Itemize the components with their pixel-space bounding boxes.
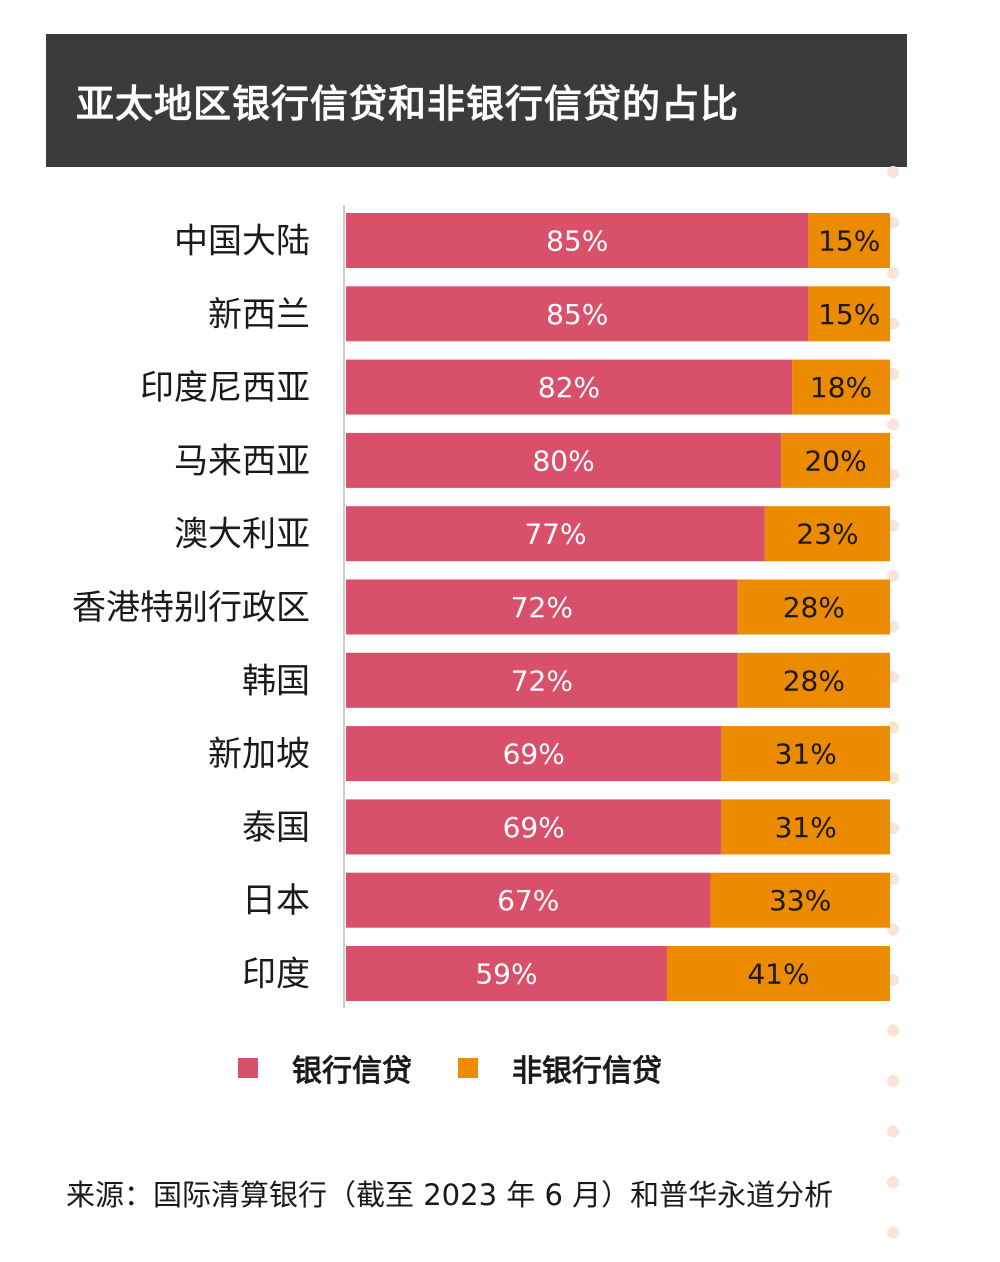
data-label-nonbank: 28% bbox=[783, 664, 845, 697]
decor-dot bbox=[887, 418, 899, 431]
bar-bank bbox=[346, 726, 722, 782]
bar-nonbank bbox=[781, 432, 890, 488]
data-label-bank: 80% bbox=[532, 444, 594, 477]
category-label: 日本 bbox=[242, 881, 310, 921]
bar-nonbank bbox=[792, 359, 890, 415]
data-label-nonbank: 23% bbox=[796, 518, 858, 551]
bar-bank bbox=[346, 506, 765, 562]
decor-dot bbox=[887, 1176, 899, 1188]
bar-bank bbox=[346, 579, 738, 635]
bar-nonbank bbox=[721, 726, 890, 782]
bar-nonbank bbox=[721, 799, 890, 855]
category-label: 中国大陆 bbox=[174, 222, 310, 262]
category-label: 印度 bbox=[242, 955, 310, 995]
category-label: 韩国 bbox=[242, 661, 310, 701]
bar-nonbank bbox=[808, 286, 890, 342]
legend-item-nonbank: 非银行信贷 bbox=[458, 1046, 662, 1090]
bar-bank bbox=[346, 286, 809, 342]
category-label: 澳大利亚 bbox=[174, 515, 310, 555]
bar-nonbank bbox=[737, 579, 890, 635]
data-label-bank: 72% bbox=[511, 664, 573, 697]
bar-bank bbox=[346, 799, 722, 855]
category-label: 新西兰 bbox=[208, 295, 310, 335]
legend-label-bank: 银行信贷 bbox=[292, 1054, 412, 1089]
decor-dot bbox=[887, 166, 899, 178]
data-label-bank: 85% bbox=[546, 298, 608, 331]
bar-bank bbox=[346, 432, 782, 488]
data-label-bank: 77% bbox=[524, 518, 586, 551]
chart-title: 亚太地区银行信贷和非银行信贷的占比 bbox=[76, 82, 740, 126]
data-label-bank: 72% bbox=[511, 591, 573, 624]
bar-nonbank bbox=[710, 872, 890, 928]
legend: 银行信贷 非银行信贷 bbox=[238, 1046, 708, 1090]
data-label-bank: 69% bbox=[503, 811, 565, 844]
decor-dot bbox=[887, 1075, 899, 1087]
data-label-bank: 59% bbox=[475, 958, 537, 991]
data-label-nonbank: 31% bbox=[775, 738, 837, 771]
bar-nonbank bbox=[666, 946, 890, 1001]
category-label: 香港特别行政区 bbox=[72, 588, 310, 628]
data-label-bank: 67% bbox=[497, 884, 559, 917]
data-label-bank: 82% bbox=[538, 371, 600, 404]
data-label-nonbank: 18% bbox=[810, 371, 872, 404]
bar-nonbank bbox=[737, 652, 890, 708]
bar-bank bbox=[346, 872, 711, 928]
category-label: 泰国 bbox=[242, 808, 310, 848]
data-label-nonbank: 28% bbox=[783, 591, 845, 624]
bar-nonbank bbox=[808, 213, 890, 268]
decor-dot bbox=[887, 1125, 899, 1138]
source-note: 来源：国际清算银行（截至 2023 年 6 月）和普华永道分析 bbox=[66, 1178, 834, 1212]
legend-swatch-bank bbox=[238, 1058, 258, 1078]
bar-bank bbox=[346, 652, 738, 708]
data-label-nonbank: 41% bbox=[747, 958, 809, 991]
decor-dot bbox=[887, 1226, 899, 1239]
data-label-bank: 69% bbox=[503, 738, 565, 771]
category-label: 印度尼西亚 bbox=[140, 368, 310, 408]
data-label-bank: 85% bbox=[546, 225, 608, 258]
decor-dot bbox=[887, 1024, 899, 1037]
bar-nonbank bbox=[764, 506, 890, 562]
legend-swatch-nonbank bbox=[458, 1058, 478, 1078]
data-label-nonbank: 20% bbox=[804, 444, 866, 477]
category-label: 新加坡 bbox=[208, 735, 310, 775]
decor-dot bbox=[887, 267, 899, 279]
legend-label-nonbank: 非银行信贷 bbox=[512, 1054, 662, 1089]
bar-bank bbox=[346, 213, 809, 268]
bar-bank bbox=[346, 946, 667, 1001]
bar-bank bbox=[346, 359, 793, 415]
data-label-nonbank: 15% bbox=[818, 298, 880, 331]
chart-title-box: 亚太地区银行信贷和非银行信贷的占比 bbox=[46, 34, 907, 167]
data-label-nonbank: 31% bbox=[775, 811, 837, 844]
legend-item-bank: 银行信贷 bbox=[238, 1046, 412, 1090]
decor-dot bbox=[887, 570, 899, 582]
category-label: 马来西亚 bbox=[174, 441, 310, 481]
data-label-nonbank: 15% bbox=[818, 225, 880, 258]
data-label-nonbank: 33% bbox=[769, 884, 831, 917]
